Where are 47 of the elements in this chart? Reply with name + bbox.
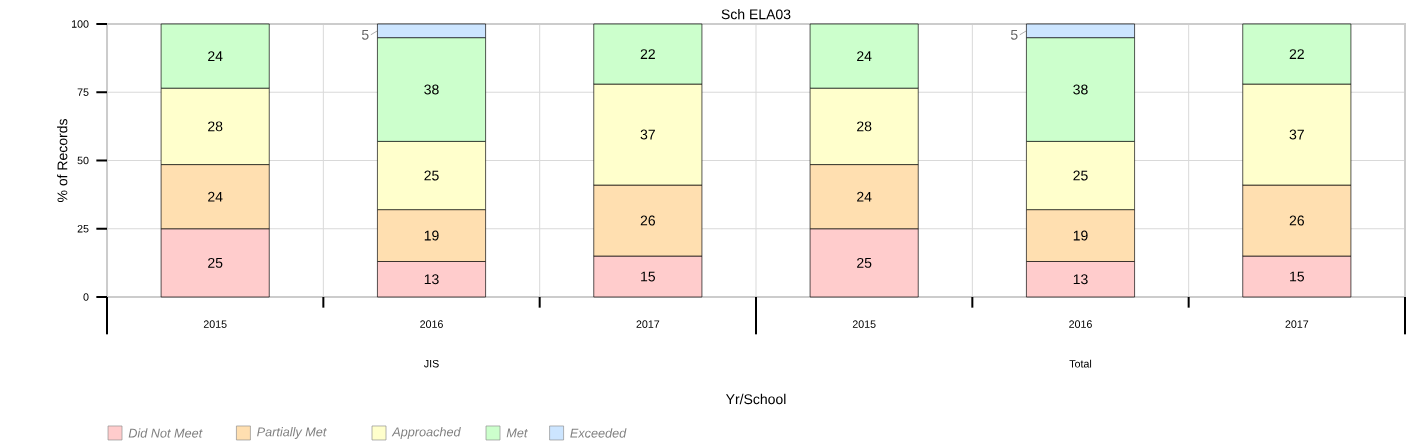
data-label: 24 <box>857 191 872 202</box>
x-tick-label: 2015 <box>852 320 876 328</box>
x-tick-label: 2017 <box>1285 320 1309 328</box>
data-label: 22 <box>640 49 655 59</box>
data-label: 37 <box>1289 129 1304 140</box>
data-label: 19 <box>424 230 439 241</box>
data-label: 28 <box>857 121 872 132</box>
data-label: 38 <box>424 84 439 95</box>
data-label: 38 <box>1073 84 1088 95</box>
text: JIS <box>423 359 439 368</box>
legend-label: Did Not Meet <box>128 428 203 438</box>
data-label: 15 <box>1290 271 1305 282</box>
legend-label: Met <box>506 428 528 438</box>
x-tick-label: 2016 <box>420 320 443 328</box>
data-label: 26 <box>1289 215 1304 226</box>
data-label: 25 <box>1073 170 1088 181</box>
data-label: 24 <box>208 51 223 61</box>
y-axis-title: % of Records <box>57 119 68 203</box>
data-label: 37 <box>640 129 655 140</box>
chart-title: Sch ELA03 <box>721 9 791 20</box>
data-label: 28 <box>208 121 223 132</box>
data-label: 22 <box>1289 49 1304 59</box>
data-label: 15 <box>641 271 656 282</box>
data-label: 5 <box>1010 29 1018 40</box>
legend-label: Approached <box>391 427 461 439</box>
legend-label: Partially Met <box>257 427 327 439</box>
data-label: 25 <box>424 170 439 181</box>
y-tick-label: 25 <box>77 224 89 233</box>
data-label: 24 <box>208 191 223 202</box>
data-label: 26 <box>640 215 656 226</box>
x-tick-label: 2015 <box>203 320 227 328</box>
y-tick-label: 0 <box>83 293 89 301</box>
data-label: 19 <box>1073 230 1088 241</box>
y-tick-label: 75 <box>77 88 89 96</box>
legend-label: Exceeded <box>570 428 627 438</box>
x-tick-label: 2016 <box>1069 320 1092 328</box>
data-label: 5 <box>361 29 369 40</box>
data-label: 13 <box>1073 274 1088 285</box>
x-axis-title: Yr/School <box>725 393 786 405</box>
y-tick-label: 100 <box>71 20 89 28</box>
data-label: 24 <box>857 51 872 61</box>
text: Total <box>1069 359 1092 368</box>
data-label: 25 <box>857 257 872 268</box>
y-tick-label: 50 <box>77 156 89 165</box>
data-label: 25 <box>208 257 223 268</box>
data-label: 13 <box>424 274 439 285</box>
x-tick-label: 2017 <box>636 320 660 328</box>
